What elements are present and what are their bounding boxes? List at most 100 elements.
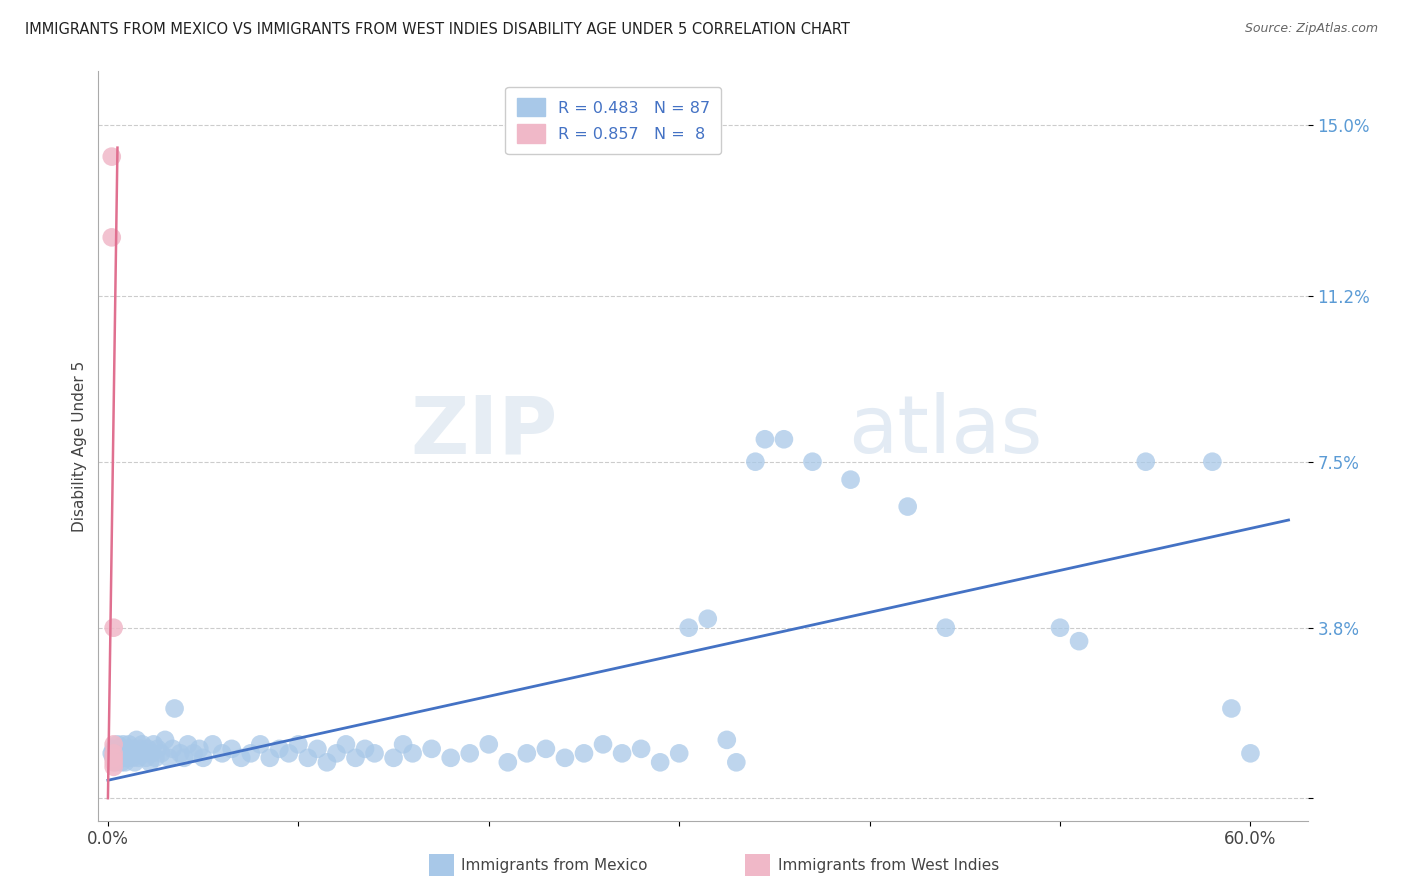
Point — [124, 756, 146, 770]
Point — [354, 742, 377, 756]
Point — [103, 742, 125, 756]
Point — [297, 751, 319, 765]
Point — [146, 742, 169, 756]
Point — [110, 747, 132, 761]
Point — [100, 150, 122, 164]
Point — [169, 747, 191, 761]
Point — [142, 737, 165, 751]
Point — [135, 751, 157, 765]
Point — [534, 742, 557, 756]
Point — [344, 751, 367, 765]
Point — [897, 500, 920, 514]
Point — [458, 747, 481, 761]
Point — [392, 737, 415, 751]
Point — [1049, 621, 1071, 635]
Point — [112, 751, 135, 765]
Point — [118, 737, 141, 751]
Point — [1135, 455, 1157, 469]
Point — [103, 756, 125, 770]
Point — [173, 751, 195, 765]
Point — [592, 737, 614, 751]
Point — [773, 432, 796, 446]
Point — [120, 747, 142, 761]
Point — [630, 742, 652, 756]
Point — [129, 742, 152, 756]
Point — [112, 737, 135, 751]
Point — [277, 747, 299, 761]
Point — [554, 751, 576, 765]
Point — [325, 747, 347, 761]
Point — [162, 742, 184, 756]
Point — [231, 751, 253, 765]
Point — [100, 747, 122, 761]
Point — [744, 455, 766, 469]
Point — [249, 737, 271, 751]
Point — [131, 737, 153, 751]
Point — [725, 756, 748, 770]
Point — [401, 747, 423, 761]
Point — [335, 737, 357, 751]
Point — [678, 621, 700, 635]
Point — [103, 751, 125, 765]
Point — [201, 737, 224, 751]
Point — [125, 732, 148, 747]
Point — [259, 751, 281, 765]
Point — [104, 756, 127, 770]
Point — [572, 747, 595, 761]
Point — [1067, 634, 1090, 648]
Point — [107, 737, 129, 751]
Point — [183, 747, 205, 761]
Point — [127, 751, 149, 765]
Point — [316, 756, 339, 770]
Point — [103, 621, 125, 635]
Point — [136, 742, 159, 756]
Point — [754, 432, 776, 446]
Text: Source: ZipAtlas.com: Source: ZipAtlas.com — [1244, 22, 1378, 36]
Point — [839, 473, 862, 487]
Point — [1201, 455, 1223, 469]
Point — [163, 701, 186, 715]
Point — [125, 747, 148, 761]
Point — [1220, 701, 1243, 715]
Point — [239, 747, 262, 761]
Point — [440, 751, 463, 765]
Point — [420, 742, 443, 756]
Text: IMMIGRANTS FROM MEXICO VS IMMIGRANTS FROM WEST INDIES DISABILITY AGE UNDER 5 COR: IMMIGRANTS FROM MEXICO VS IMMIGRANTS FRO… — [25, 22, 851, 37]
Point — [516, 747, 538, 761]
Point — [114, 747, 136, 761]
Point — [307, 742, 329, 756]
Point — [103, 760, 125, 774]
Point — [211, 747, 233, 761]
Point — [114, 756, 136, 770]
Point — [108, 751, 131, 765]
Point — [650, 756, 672, 770]
Point — [478, 737, 501, 751]
Point — [153, 732, 176, 747]
Point — [103, 737, 125, 751]
Point — [103, 747, 125, 761]
Point — [188, 742, 211, 756]
Point — [269, 742, 291, 756]
Point — [100, 230, 122, 244]
Point — [801, 455, 824, 469]
Point — [121, 751, 143, 765]
Point — [150, 747, 173, 761]
Point — [177, 737, 200, 751]
Point — [935, 621, 957, 635]
Point — [1239, 747, 1261, 761]
Text: ZIP: ZIP — [411, 392, 558, 470]
Point — [121, 742, 143, 756]
Point — [382, 751, 405, 765]
Y-axis label: Disability Age Under 5: Disability Age Under 5 — [72, 360, 87, 532]
Point — [191, 751, 214, 765]
Point — [107, 747, 129, 761]
Point — [134, 747, 156, 761]
Point — [115, 742, 138, 756]
Text: Immigrants from West Indies: Immigrants from West Indies — [778, 858, 998, 872]
Point — [103, 751, 125, 765]
Point — [496, 756, 519, 770]
Point — [716, 732, 738, 747]
Legend: R = 0.483   N = 87, R = 0.857   N =  8: R = 0.483 N = 87, R = 0.857 N = 8 — [505, 87, 721, 154]
Text: atlas: atlas — [848, 392, 1042, 470]
Point — [141, 747, 163, 761]
